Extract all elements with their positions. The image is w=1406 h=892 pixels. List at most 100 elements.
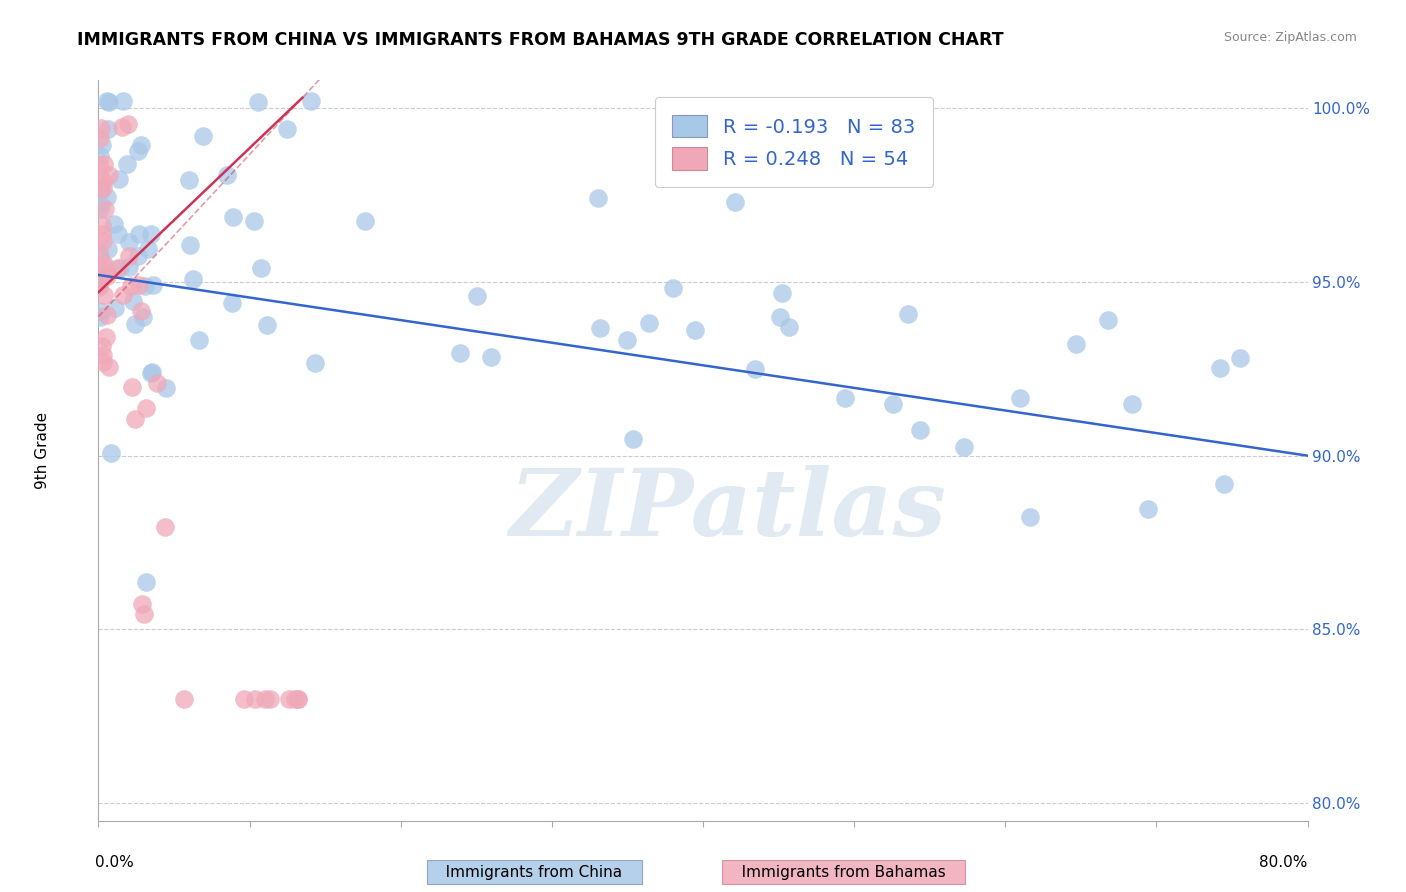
Point [89, 249, 111, 263]
Text: Immigrants from Bahamas: Immigrants from Bahamas [727, 865, 960, 880]
Point [661, 280, 683, 294]
Point [124, 412, 146, 426]
Point [110, 261, 132, 276]
Point [638, 316, 661, 330]
Point [96, 268, 118, 283]
Point [91, 227, 114, 242]
Point [96, 94, 118, 108]
Point [449, 346, 471, 360]
Point [135, 401, 157, 416]
Point [96, 266, 118, 280]
Point [222, 210, 245, 224]
Point [89, 245, 111, 260]
Point [89, 130, 111, 145]
Point [129, 304, 152, 318]
Point [1064, 337, 1087, 351]
Point [98, 168, 121, 182]
Point [287, 692, 309, 706]
Point [744, 361, 766, 376]
Point [589, 320, 612, 334]
Point [128, 227, 150, 241]
Point [177, 173, 200, 187]
Point [769, 310, 792, 325]
Point [90, 120, 112, 135]
Point [778, 319, 800, 334]
Point [256, 318, 278, 332]
Point [93, 234, 115, 248]
Point [89, 280, 111, 294]
Point [834, 391, 856, 405]
Point [221, 296, 243, 310]
Point [104, 301, 127, 315]
Point [93, 257, 115, 271]
Point [93, 157, 115, 171]
Point [103, 217, 125, 231]
Point [111, 288, 134, 302]
Point [142, 278, 165, 293]
Point [287, 692, 309, 706]
Point [188, 333, 211, 347]
Point [89, 269, 111, 284]
Point [96, 190, 118, 204]
Point [115, 156, 138, 170]
Point [277, 692, 299, 706]
Point [91, 347, 114, 361]
Point [90, 268, 112, 283]
Point [353, 213, 375, 227]
Point [1019, 510, 1042, 524]
Point [465, 289, 488, 303]
Point [1097, 313, 1119, 327]
Point [284, 692, 307, 706]
Point [586, 191, 609, 205]
Point [243, 214, 266, 228]
Point [135, 574, 157, 589]
Point [1213, 476, 1236, 491]
Point [1137, 501, 1160, 516]
Point [616, 333, 638, 347]
Point [1121, 397, 1143, 411]
Point [93, 180, 115, 194]
Point [134, 279, 156, 293]
Point [89, 158, 111, 172]
Point [124, 317, 146, 331]
Point [91, 175, 114, 189]
Point [90, 183, 112, 197]
Point [89, 149, 111, 163]
Point [127, 249, 149, 263]
Text: ZIPatlas: ZIPatlas [509, 465, 946, 555]
Point [215, 169, 238, 183]
Point [131, 310, 153, 325]
Point [141, 365, 163, 379]
Point [243, 692, 266, 706]
Point [96, 308, 118, 322]
Point [90, 137, 112, 152]
Point [910, 423, 932, 437]
Point [97, 122, 120, 136]
Point [129, 137, 152, 152]
Point [179, 237, 201, 252]
Point [276, 122, 298, 136]
Point [153, 519, 176, 533]
Point [621, 432, 644, 446]
Text: IMMIGRANTS FROM CHINA VS IMMIGRANTS FROM BAHAMAS 9TH GRADE CORRELATION CHART: IMMIGRANTS FROM CHINA VS IMMIGRANTS FROM… [77, 31, 1004, 49]
Point [89, 169, 111, 184]
Point [118, 235, 141, 249]
Point [121, 293, 143, 308]
Legend: R = -0.193   N = 83, R = 0.248   N = 54: R = -0.193 N = 83, R = 0.248 N = 54 [655, 97, 932, 187]
Text: 0.0%: 0.0% [96, 855, 134, 871]
Point [89, 202, 111, 216]
Point [89, 182, 111, 196]
Y-axis label: 9th Grade: 9th Grade [35, 412, 49, 489]
Point [882, 397, 904, 411]
Text: Immigrants from China: Immigrants from China [432, 865, 637, 880]
Point [1209, 360, 1232, 375]
Text: 80.0%: 80.0% [1260, 855, 1308, 871]
Point [97, 95, 120, 109]
Point [128, 277, 150, 292]
Point [299, 94, 322, 108]
Point [96, 330, 118, 344]
Point [181, 271, 204, 285]
Point [136, 242, 159, 256]
Point [93, 287, 115, 301]
Point [233, 692, 256, 706]
